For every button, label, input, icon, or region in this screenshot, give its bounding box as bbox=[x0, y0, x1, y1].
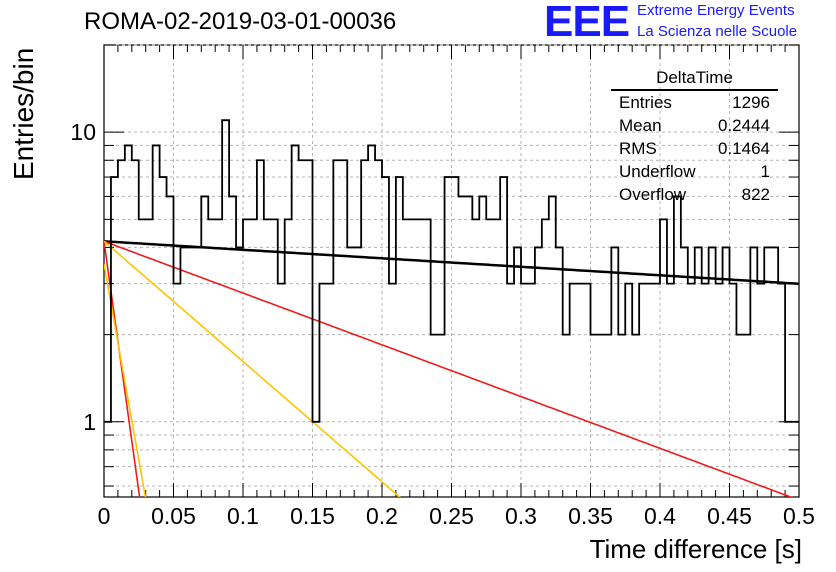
eee-logo: EEE bbox=[544, 0, 630, 46]
stats-row: Entries 1296 bbox=[611, 91, 778, 114]
x-axis-label: Time difference [s] bbox=[589, 534, 802, 564]
stats-value: 0.2444 bbox=[718, 116, 770, 135]
stats-label: Overflow bbox=[619, 185, 687, 204]
stats-value: 1296 bbox=[732, 93, 770, 112]
logo-line-2: La Scienza nelle Scuole bbox=[637, 23, 798, 40]
x-tick-label: 0.4 bbox=[644, 503, 676, 529]
axis-ticks bbox=[103, 44, 800, 497]
logo-line-1: Extreme Energy Events bbox=[637, 2, 795, 19]
x-tick-label: 0.3 bbox=[505, 503, 537, 529]
y-tick-label: 10 bbox=[70, 119, 96, 145]
stats-value: 0.1464 bbox=[718, 139, 770, 158]
x-tick-label: 0.35 bbox=[568, 503, 613, 529]
y-tick-labels: 1 10 bbox=[70, 119, 96, 435]
x-tick-label: 0 bbox=[98, 503, 111, 529]
stats-label: Entries bbox=[619, 93, 672, 112]
x-tick-label: 0.05 bbox=[151, 503, 196, 529]
y-axis-label: Entries/bin bbox=[8, 47, 39, 180]
stats-row: Mean 0.2444 bbox=[611, 114, 778, 137]
fit-curve bbox=[104, 240, 799, 286]
stats-row: RMS 0.1464 bbox=[611, 137, 778, 160]
x-tick-label: 0.45 bbox=[707, 503, 752, 529]
x-tick-label: 0.25 bbox=[429, 503, 474, 529]
stats-label: Underflow bbox=[619, 162, 696, 181]
stats-row: Underflow 1 bbox=[611, 160, 778, 183]
fit-curves bbox=[104, 240, 799, 497]
stats-label: RMS bbox=[619, 139, 657, 158]
stats-row: Overflow 822 bbox=[611, 183, 778, 206]
stats-title: DeltaTime bbox=[611, 68, 778, 91]
fit-curve bbox=[104, 240, 401, 497]
chart-title: ROMA-02-2019-03-01-00036 bbox=[84, 8, 397, 35]
x-tick-label: 0.5 bbox=[783, 503, 815, 529]
x-tick-labels: 0 0.05 0.1 0.15 0.2 0.25 0.3 0.35 0.4 0.45 0.5 bbox=[98, 503, 815, 529]
x-tick-label: 0.2 bbox=[366, 503, 398, 529]
stats-value: 1 bbox=[760, 162, 770, 181]
x-tick-label: 0.15 bbox=[290, 503, 335, 529]
stats-value: 822 bbox=[741, 185, 770, 204]
fit-curve bbox=[104, 240, 793, 497]
stats-box: DeltaTime Entries 1296 Mean 0.2444 RMS 0.14… bbox=[611, 68, 778, 206]
stats-label: Mean bbox=[619, 116, 662, 135]
y-tick-label: 1 bbox=[83, 409, 96, 435]
histogram-series bbox=[104, 119, 799, 423]
x-tick-label: 0.1 bbox=[227, 503, 259, 529]
